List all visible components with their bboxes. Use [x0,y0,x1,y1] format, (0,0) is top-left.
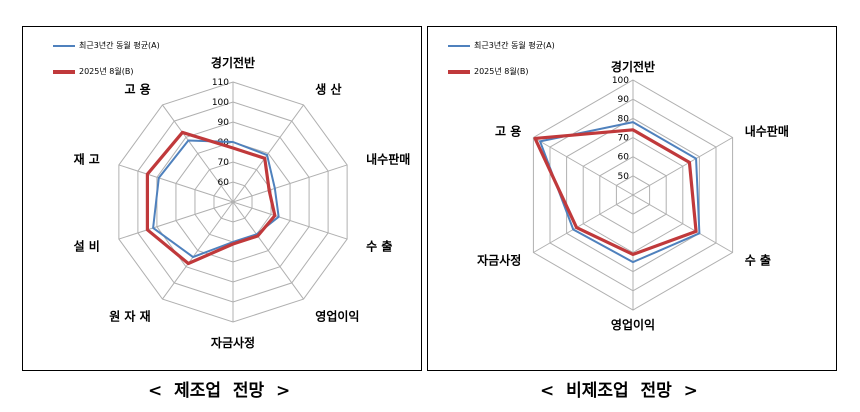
category-label: 생 산 [315,82,341,97]
tick-label: 90 [618,95,630,105]
category-label: 영업이익 [315,308,359,323]
category-label: 경기전반 [211,55,255,70]
tick-label: 60 [218,178,230,188]
nonmanufacturing-legend: 최근3년간 동월 평균(A) 2025년 8월(B) [448,39,555,91]
series-average-line [539,121,701,264]
tick-label: 60 [618,153,630,163]
category-label: 내수판매 [745,124,789,139]
legend-swatch-current [53,69,75,74]
series-current-line [145,130,277,266]
grid-spoke [232,201,348,240]
grid-spoke [232,164,348,203]
series-current-line [533,128,698,257]
legend-label-average: 최근3년간 동월 평균(A) [79,41,160,50]
legend-label-current: 2025년 8월(B) [79,67,134,76]
grid-spoke [232,104,304,203]
grid-spoke [632,137,733,196]
grid-spoke [632,194,733,253]
legend-item-average: 최근3년간 동월 평균(A) [448,39,555,52]
grid-spoke [162,104,234,203]
grid-spoke [118,201,234,240]
legend-swatch-current [448,69,470,74]
tick-label: 70 [218,158,230,168]
manufacturing-caption: < 제조업 전망 > [148,381,291,401]
tick-label: 100 [212,98,229,108]
category-label: 자금사정 [477,253,521,268]
grid-spoke [533,137,634,196]
legend-swatch-average [53,44,75,47]
category-label: 고 용 [495,124,521,139]
grid-spoke [533,194,634,253]
legend-item-current: 2025년 8월(B) [448,65,555,78]
category-label: 설 비 [74,238,100,253]
legend-label-average: 최근3년간 동월 평균(A) [474,41,555,50]
tick-label: 80 [618,114,630,124]
category-label: 내수판매 [366,152,410,167]
tick-label: 100 [612,76,629,86]
category-label: 영업이익 [611,317,655,332]
legend-item-current: 2025년 8월(B) [53,65,160,78]
category-label: 수 출 [366,238,392,253]
category-label: 원 자 재 [109,308,150,323]
tick-label: 80 [218,138,230,148]
series-average-line [152,139,280,259]
category-label: 재 고 [74,153,100,167]
grid-spoke [232,201,304,300]
legend-label-current: 2025년 8월(B) [474,67,529,76]
grid-spoke [118,164,234,203]
tick-label: 70 [618,134,630,144]
category-label: 경기전반 [611,59,655,74]
category-label: 수 출 [745,253,771,268]
legend-swatch-average [448,44,470,47]
tick-label: 110 [212,78,229,88]
category-label: 고 용 [124,82,150,97]
category-label: 자금사정 [211,335,255,350]
tick-label: 50 [618,172,630,182]
manufacturing-legend: 최근3년간 동월 평균(A) 2025년 8월(B) [53,39,160,91]
grid-spoke [162,201,234,300]
nonmanufacturing-caption: < 비제조업 전망 > [540,381,698,401]
tick-label: 90 [218,118,230,128]
legend-item-average: 최근3년간 동월 평균(A) [53,39,160,52]
